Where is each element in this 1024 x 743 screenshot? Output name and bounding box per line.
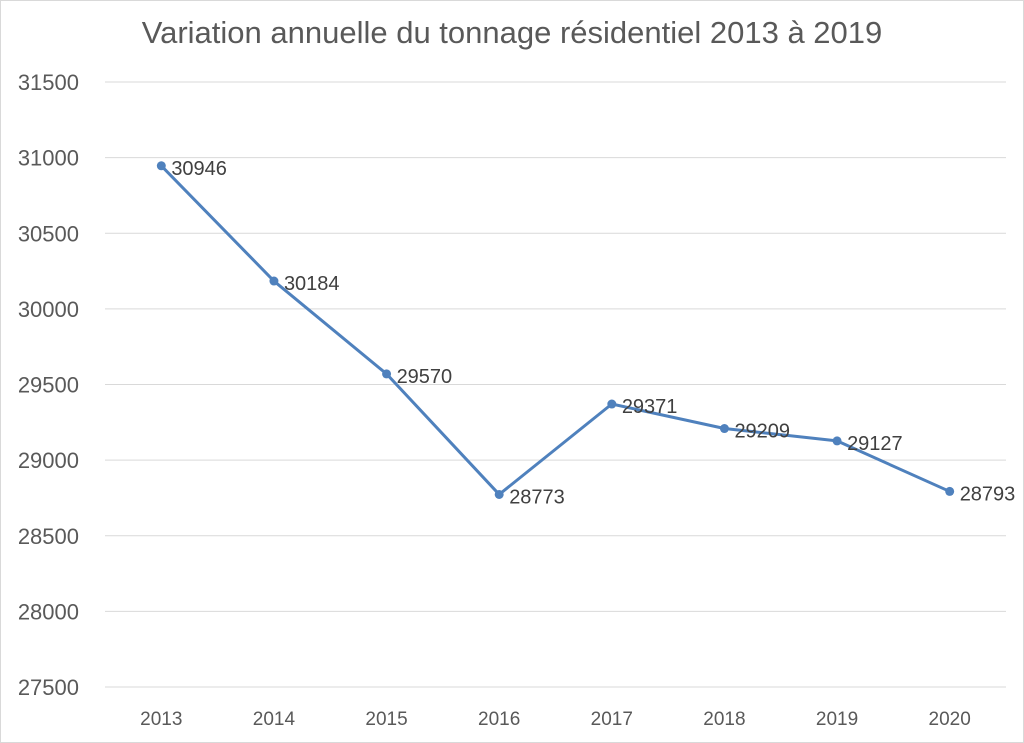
data-label: 29127 — [847, 433, 903, 455]
series-line-group — [156, 161, 955, 499]
x-tick-label: 2017 — [591, 709, 633, 730]
x-tick-label: 2014 — [253, 709, 296, 730]
series-line — [160, 164, 951, 496]
data-point — [156, 161, 166, 171]
x-tick-label: 2018 — [703, 709, 745, 730]
y-tick-label: 27500 — [18, 675, 79, 700]
data-label: 30946 — [171, 158, 227, 180]
x-tick-label: 2013 — [140, 709, 182, 730]
y-tick-label: 29000 — [18, 448, 79, 473]
data-label: 29371 — [622, 396, 678, 418]
y-tick-label: 28000 — [18, 599, 79, 624]
data-point — [945, 486, 955, 496]
data-point — [494, 489, 504, 499]
y-tick-label: 30500 — [18, 221, 79, 246]
data-point — [269, 276, 279, 286]
chart-title: Variation annuelle du tonnage résidentie… — [141, 15, 883, 50]
data-label: 29570 — [397, 366, 453, 388]
gridlines — [105, 81, 1006, 688]
data-label: 28773 — [509, 486, 565, 508]
data-point — [382, 369, 392, 379]
y-tick-label: 30000 — [18, 297, 79, 322]
data-point — [607, 399, 617, 409]
x-tick-label: 2015 — [365, 709, 407, 730]
y-tick-label: 31000 — [18, 146, 79, 171]
data-label: 29209 — [734, 421, 790, 443]
x-tick-label: 2020 — [929, 709, 971, 730]
y-tick-label: 29500 — [18, 373, 79, 398]
data-labels: 30946 30184 29570 28773 29371 29209 29127 28793 — [171, 158, 1015, 509]
data-point — [719, 424, 729, 434]
x-tick-label: 2016 — [478, 709, 520, 730]
y-axis-tick-labels: 27500 28000 28500 29000 29500 30000 30500 31000… — [18, 70, 79, 700]
data-point — [832, 436, 842, 446]
y-tick-label: 28500 — [18, 524, 79, 549]
data-label: 28793 — [960, 483, 1016, 505]
data-label: 30184 — [284, 273, 340, 295]
x-tick-label: 2019 — [816, 709, 858, 730]
y-tick-label: 31500 — [18, 70, 79, 95]
x-axis-tick-labels: 2013 2014 2015 2016 2017 2018 2019 2020 — [140, 709, 971, 730]
